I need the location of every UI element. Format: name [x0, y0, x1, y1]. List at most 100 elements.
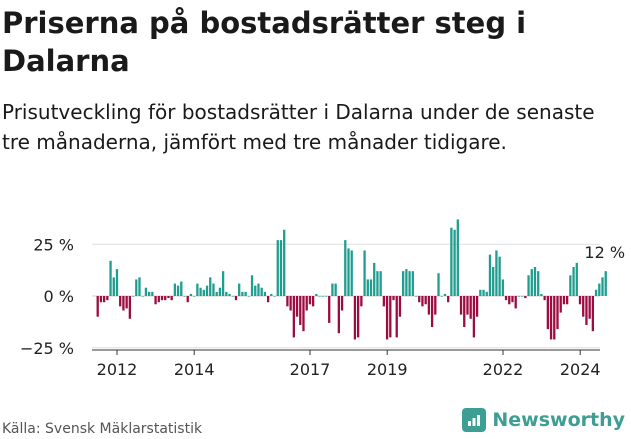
y-tick-label: 0 % — [44, 287, 74, 306]
bar — [321, 296, 324, 297]
bar — [492, 267, 495, 296]
bar — [299, 296, 302, 325]
bar — [447, 296, 450, 303]
bar — [520, 296, 524, 297]
bar — [559, 296, 562, 313]
bar — [543, 296, 546, 301]
bar — [414, 296, 418, 297]
bar — [524, 296, 527, 299]
bar — [199, 287, 202, 296]
bar — [102, 296, 106, 303]
bar — [193, 296, 196, 297]
bar — [266, 296, 270, 303]
bar — [167, 296, 170, 299]
bar — [450, 227, 453, 296]
bar — [379, 271, 382, 296]
bar — [119, 296, 122, 307]
bar — [202, 289, 205, 296]
bar — [273, 296, 276, 297]
bar — [331, 283, 334, 296]
bar — [363, 250, 366, 296]
bar — [112, 277, 115, 296]
bar — [228, 293, 231, 296]
bar — [376, 271, 379, 296]
bar — [106, 296, 109, 301]
bar — [302, 296, 305, 332]
bar — [582, 296, 585, 317]
bar — [270, 293, 273, 296]
bar — [189, 293, 193, 296]
bar — [328, 296, 331, 323]
bar — [572, 267, 575, 296]
bar — [160, 296, 164, 301]
bar — [183, 296, 186, 297]
bar — [475, 296, 479, 317]
bar — [562, 296, 566, 305]
bar — [398, 296, 402, 317]
bar — [292, 296, 295, 338]
bar — [553, 296, 556, 340]
x-tick-label: 2024 — [560, 360, 601, 379]
source-note: Källa: Svensk Mäklarstatistik — [2, 421, 203, 437]
bar — [324, 296, 328, 297]
bar — [334, 283, 337, 296]
bar — [540, 293, 543, 296]
bar — [250, 275, 254, 296]
bar — [392, 296, 395, 301]
brand-name: Newsworthy — [492, 409, 625, 431]
bar — [315, 293, 318, 296]
bar — [241, 291, 244, 296]
x-tick-label: 2019 — [367, 360, 408, 379]
bar — [344, 240, 347, 296]
bar — [459, 296, 463, 315]
y-tick-label: −25 % — [20, 339, 74, 358]
bar — [212, 283, 215, 296]
bar — [485, 291, 488, 296]
bar — [594, 289, 598, 296]
bar — [437, 273, 440, 296]
brand-logo: Newsworthy — [462, 408, 625, 432]
chart-title: Priserna på bostadsrätter steg i Dalarna — [2, 6, 527, 78]
bar — [479, 289, 482, 296]
bar — [566, 296, 569, 305]
bar — [466, 296, 469, 315]
bar — [556, 296, 559, 330]
bar — [170, 296, 173, 301]
x-tick-label: 2017 — [290, 360, 331, 379]
bar — [276, 240, 279, 296]
bar — [122, 296, 125, 311]
bar — [402, 271, 405, 296]
bar — [373, 262, 376, 296]
bar — [353, 296, 357, 340]
bar — [369, 279, 373, 296]
bar — [537, 271, 540, 296]
bar — [421, 296, 424, 307]
bar — [585, 296, 588, 325]
bar — [546, 296, 549, 330]
bar — [305, 296, 308, 311]
bar — [350, 250, 353, 296]
bar — [385, 296, 389, 340]
bar — [575, 262, 578, 296]
bar — [311, 296, 315, 307]
bar — [340, 296, 344, 311]
chart-subtitle: Prisutveckling för bostadsrätter i Dalar… — [2, 100, 595, 154]
bar — [308, 296, 312, 305]
bar — [148, 291, 151, 296]
bar — [463, 296, 466, 328]
bar — [144, 287, 148, 296]
bar — [157, 296, 160, 303]
bar — [601, 277, 604, 296]
x-tick-label: 2022 — [483, 360, 524, 379]
bar — [366, 279, 369, 296]
bar — [131, 296, 135, 297]
bar — [530, 269, 533, 296]
bar — [205, 285, 209, 296]
bar — [238, 283, 241, 296]
bar — [604, 271, 607, 296]
bar — [578, 296, 582, 305]
bar — [511, 296, 514, 303]
bar — [443, 293, 447, 296]
bar — [260, 287, 263, 296]
bar — [395, 296, 398, 338]
